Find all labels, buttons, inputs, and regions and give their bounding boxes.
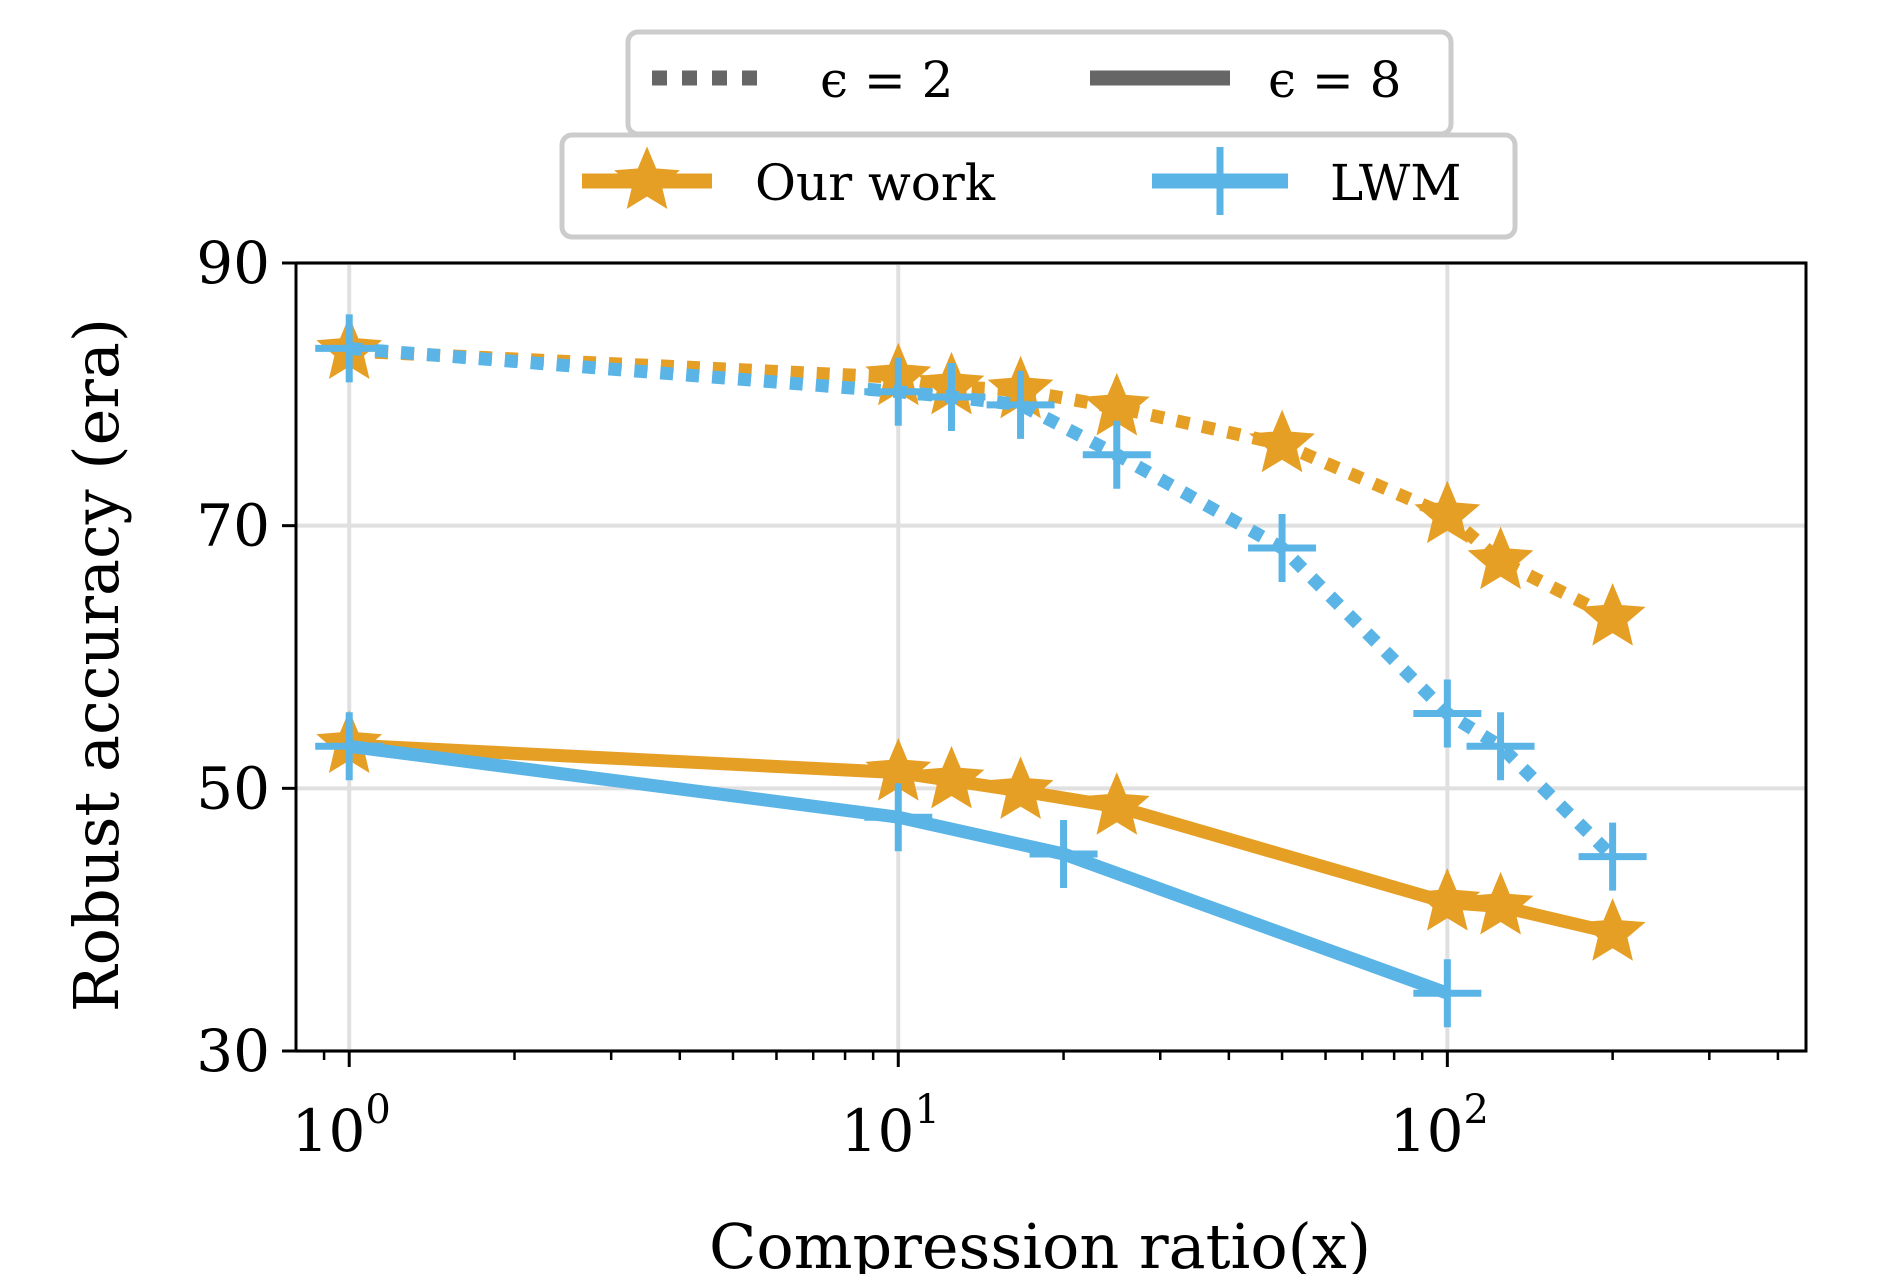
x-tick-label: 101 [841,1087,940,1165]
data-point-plus [1413,959,1482,1028]
x-tick-label: 100 [292,1087,391,1165]
y-tick-label: 30 [196,1017,270,1085]
data-point-star [1467,871,1534,935]
data-point-star [1414,867,1481,931]
series-lwm-eps8 [315,712,1482,1028]
data-point-plus [1578,822,1647,891]
legend-lwm-plus-icon [1186,147,1254,215]
x-tick-label: 102 [1390,1087,1489,1165]
data-point-plus [1082,420,1151,489]
legend-label-lwm: LWM [1330,154,1461,212]
y-tick-label: 90 [196,229,270,297]
series-lwm-eps2 [315,314,1647,891]
data-point-star [987,756,1054,819]
data-point-plus [1466,712,1535,781]
y-tick-label: 70 [196,492,270,560]
legend-label-eps2: ϵ = 2 [820,51,954,109]
data-point-plus [986,370,1055,439]
legend-label-ourwork: Our work [755,154,996,212]
axes: 30 50 70 90 100 101 102 [196,229,1808,1165]
data-point-plus [1029,820,1098,888]
y-axis-label: Robust accuracy (era) [60,318,133,1012]
series-our-work-eps2 [316,316,1646,646]
y-tick-label: 50 [196,754,270,822]
data-point-star [918,745,985,809]
data-point-star [1467,526,1534,590]
data-point-plus [315,314,384,383]
legend-methods: Our work LWM [559,132,1518,240]
legend-ourwork-star-icon [614,146,680,210]
plot-frame [294,261,1808,1053]
data-point-plus [917,362,986,431]
data-point-plus [1413,679,1482,748]
data-point-star [1414,480,1481,544]
legend-linestyle: ϵ = 2 ϵ = 8 [625,29,1454,137]
data-point-star [1579,582,1646,646]
data-point-plus [315,712,384,781]
data-point-plus [864,783,933,852]
data-point-plus [864,357,933,426]
series-line [348,344,1616,624]
data-point-plus [1248,513,1317,582]
data-point-star [1083,772,1150,835]
x-axis-label: Compression ratio(x) [709,1210,1371,1274]
legend-methods-frame [559,132,1518,240]
legend-label-eps8: ϵ = 8 [1268,51,1402,109]
series-layer [315,314,1647,1028]
data-point-star [1249,409,1315,473]
series-line [348,739,1450,1000]
data-point-star [1579,898,1646,961]
legend-star-shape [614,146,680,210]
